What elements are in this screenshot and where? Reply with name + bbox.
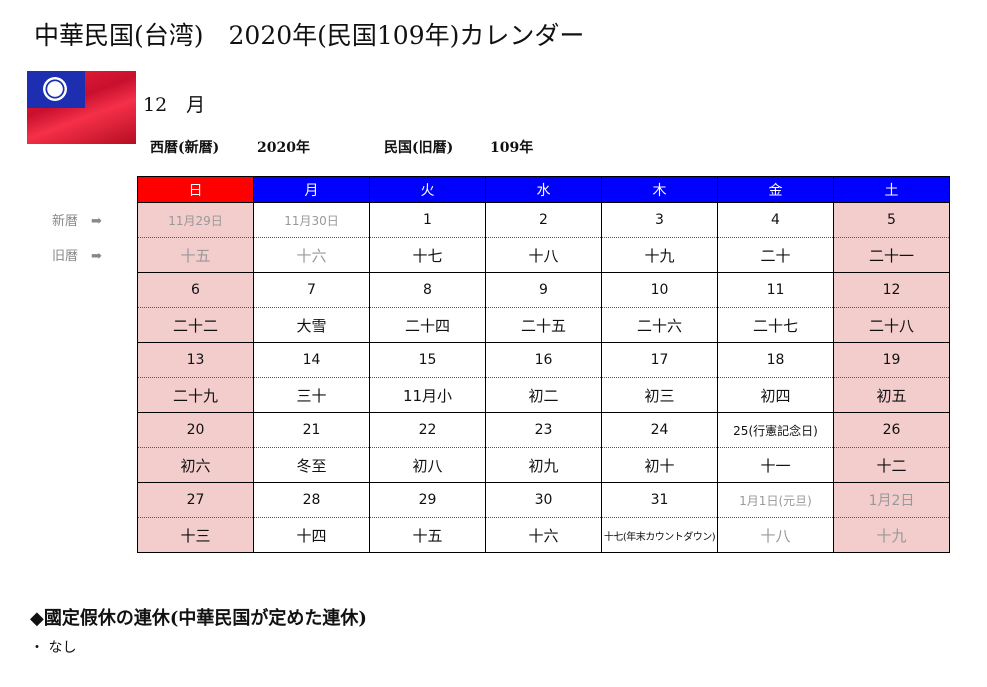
- lunar-date-cell: 二十四: [369, 307, 486, 343]
- solar-date-cell: 20: [137, 412, 254, 448]
- lunar-date-cell: 二十: [717, 237, 834, 273]
- weekday-header: 水: [485, 176, 602, 203]
- lunar-date-cell: 三十: [253, 377, 370, 413]
- solar-date-cell: 7: [253, 272, 370, 308]
- lunar-date-cell: 十二: [833, 447, 950, 483]
- minguo-year: 109年: [490, 140, 534, 156]
- solar-date-cell: 25(行憲記念日): [717, 412, 834, 448]
- holiday-heading: ◆國定假休の連休(中華民国が定めた連休): [30, 608, 367, 629]
- weekday-header: 土: [833, 176, 950, 203]
- weekday-header: 金: [717, 176, 834, 203]
- solar-date-cell: 28: [253, 482, 370, 518]
- solar-date-cell: 11月30日: [253, 202, 370, 238]
- lunar-date-cell: 十五: [369, 517, 486, 553]
- lunar-date-cell: 十八: [717, 517, 834, 553]
- solar-date-cell: 8: [369, 272, 486, 308]
- solar-date-cell: 14: [253, 342, 370, 378]
- lunar-date-cell: 初六: [137, 447, 254, 483]
- lunar-date-cell: 十六: [485, 517, 602, 553]
- solar-date-cell: 21: [253, 412, 370, 448]
- lunar-date-cell: 十三: [137, 517, 254, 553]
- solar-row-label: 新暦 ➡: [52, 214, 102, 229]
- lunar-date-cell: 十四: [253, 517, 370, 553]
- lunar-date-cell: 十六: [253, 237, 370, 273]
- calendar-row-solar: 20 21 22 23 24 25(行憲記念日) 26: [137, 412, 950, 448]
- lunar-date-cell: 二十六: [601, 307, 718, 343]
- solar-date-cell: 5: [833, 202, 950, 238]
- lunar-date-cell: 二十五: [485, 307, 602, 343]
- solar-date-cell: 30: [485, 482, 602, 518]
- solar-date-cell: 23: [485, 412, 602, 448]
- lunar-date-cell: 二十九: [137, 377, 254, 413]
- solar-date-cell: 19: [833, 342, 950, 378]
- lunar-row-label: 旧暦 ➡: [52, 249, 102, 264]
- solar-date-cell: 13: [137, 342, 254, 378]
- lunar-date-cell: 十八: [485, 237, 602, 273]
- calendar-row-solar: 13 14 15 16 17 18 19: [137, 342, 950, 378]
- lunar-date-cell: 初八: [369, 447, 486, 483]
- solar-date-cell: 9: [485, 272, 602, 308]
- lunar-date-cell: 十一: [717, 447, 834, 483]
- solar-date-cell: 1月1日(元旦): [717, 482, 834, 518]
- month-label: 12 月: [143, 94, 206, 116]
- calendar-row-lunar: 十三 十四 十五 十六 十七(年末カウントダウン) 十八 十九: [137, 517, 950, 553]
- weekday-header: 火: [369, 176, 486, 203]
- solar-date-cell: 15: [369, 342, 486, 378]
- solar-date-cell: 1月2日: [833, 482, 950, 518]
- calendar-row-solar: 27 28 29 30 31 1月1日(元旦) 1月2日: [137, 482, 950, 518]
- page-title: 中華民国(台湾) 2020年(民国109年)カレンダー: [34, 21, 585, 50]
- solar-date-cell: 31: [601, 482, 718, 518]
- lunar-date-cell: 初九: [485, 447, 602, 483]
- holiday-item: ・ なし: [30, 640, 77, 656]
- solar-date-cell: 6: [137, 272, 254, 308]
- lunar-date-cell: 初三: [601, 377, 718, 413]
- western-year: 2020年: [257, 140, 310, 156]
- solar-date-cell: 11月29日: [137, 202, 254, 238]
- solar-date-cell: 11: [717, 272, 834, 308]
- lunar-date-cell: 初五: [833, 377, 950, 413]
- taiwan-flag-image: [27, 71, 136, 144]
- lunar-date-cell: 二十八: [833, 307, 950, 343]
- lunar-date-cell: 二十一: [833, 237, 950, 273]
- solar-date-cell: 27: [137, 482, 254, 518]
- lunar-date-cell: 大雪: [253, 307, 370, 343]
- lunar-date-cell: 十七(年末カウントダウン): [601, 517, 718, 553]
- solar-date-cell: 16: [485, 342, 602, 378]
- calendar-row-lunar: 二十二 大雪 二十四 二十五 二十六 二十七 二十八: [137, 307, 950, 343]
- lunar-date-cell: 初二: [485, 377, 602, 413]
- calendar-row-solar: 6 7 8 9 10 11 12: [137, 272, 950, 308]
- lunar-date-cell: 初四: [717, 377, 834, 413]
- solar-date-cell: 12: [833, 272, 950, 308]
- calendar-row-lunar: 十五 十六 十七 十八 十九 二十 二十一: [137, 237, 950, 273]
- weekday-header: 月: [253, 176, 370, 203]
- western-label: 西暦(新暦): [150, 140, 220, 156]
- solar-date-cell: 2: [485, 202, 602, 238]
- solar-date-cell: 4: [717, 202, 834, 238]
- solar-date-cell: 18: [717, 342, 834, 378]
- solar-date-cell: 29: [369, 482, 486, 518]
- lunar-date-cell: 初十: [601, 447, 718, 483]
- weekday-header: 日: [137, 176, 254, 203]
- weekday-header: 木: [601, 176, 718, 203]
- solar-date-cell: 17: [601, 342, 718, 378]
- lunar-date-cell: 冬至: [253, 447, 370, 483]
- solar-date-cell: 3: [601, 202, 718, 238]
- calendar-row-lunar: 初六 冬至 初八 初九 初十 十一 十二: [137, 447, 950, 483]
- lunar-date-cell: 二十七: [717, 307, 834, 343]
- calendar-table: 日月火水木金土 11月29日 11月30日 1 2 3 4 5 十五 十六 十七 十八 十九 二十 二十一 6…: [137, 176, 950, 553]
- calendar-row-lunar: 二十九 三十 11月小 初二 初三 初四 初五: [137, 377, 950, 413]
- lunar-date-cell: 11月小: [369, 377, 486, 413]
- solar-date-cell: 1: [369, 202, 486, 238]
- lunar-date-cell: 十七: [369, 237, 486, 273]
- lunar-date-cell: 十九: [601, 237, 718, 273]
- minguo-label: 民国(旧暦): [384, 140, 454, 156]
- solar-date-cell: 22: [369, 412, 486, 448]
- calendar-row-solar: 11月29日 11月30日 1 2 3 4 5: [137, 202, 950, 238]
- solar-date-cell: 10: [601, 272, 718, 308]
- solar-date-cell: 24: [601, 412, 718, 448]
- lunar-date-cell: 十九: [833, 517, 950, 553]
- solar-date-cell: 26: [833, 412, 950, 448]
- lunar-date-cell: 十五: [137, 237, 254, 273]
- lunar-date-cell: 二十二: [137, 307, 254, 343]
